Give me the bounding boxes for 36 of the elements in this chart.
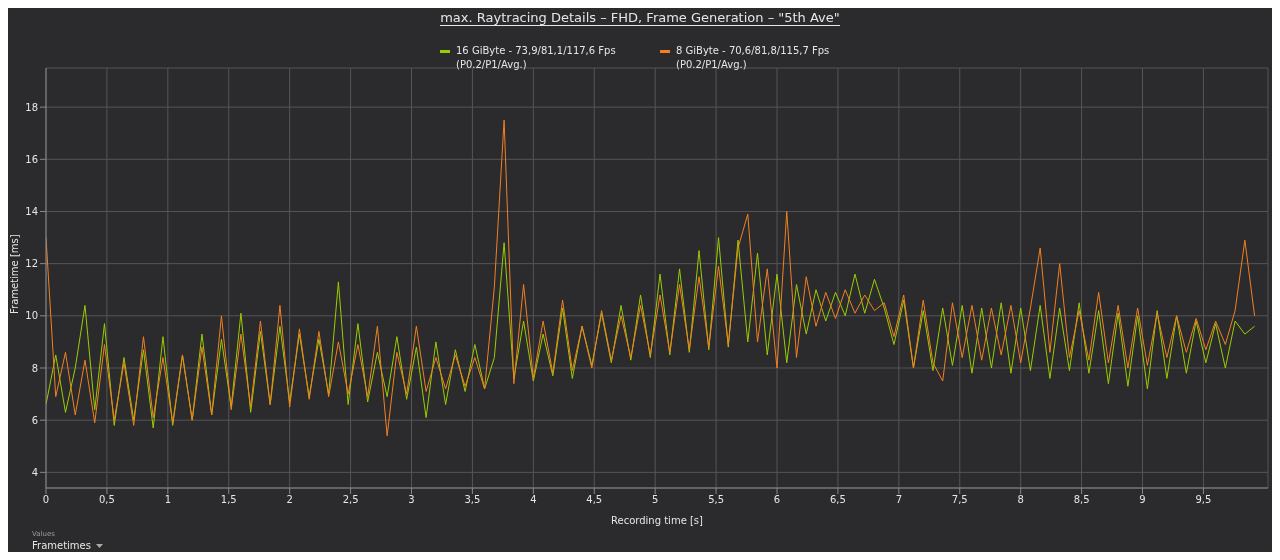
- y-tick-label: 14: [25, 206, 38, 218]
- y-tick-label: 18: [25, 101, 38, 113]
- legend-label: 16 GiByte - 73,9/81,1/117,6 Fps (P0.2/P1/Avg.): [456, 44, 617, 72]
- legend-label: 8 GiByte - 70,6/81,8/115,7 Fps (P0.2/P1/Avg.): [676, 44, 831, 72]
- x-tick-label: 8,5: [1073, 494, 1090, 506]
- y-tick-label: 10: [25, 310, 38, 322]
- x-tick-label: 7: [895, 494, 903, 506]
- text: Frametimes: [32, 540, 91, 551]
- chart-title: max. Raytracing Details – FHD, Frame Generation – "5th Ave": [440, 10, 840, 26]
- x-tick-label: 3: [408, 494, 415, 506]
- x-tick-label: 6: [773, 494, 781, 506]
- y-tick-label: 16: [25, 153, 38, 165]
- x-tick-label: 3,5: [464, 494, 481, 506]
- x-tick-label: 5,5: [708, 494, 725, 506]
- x-tick-label: 4: [530, 494, 537, 506]
- x-tick-label: 1,5: [220, 494, 237, 506]
- x-tick-label: 0,5: [98, 494, 115, 506]
- x-tick-label: 8: [1017, 494, 1024, 506]
- y-tick-label: 4: [31, 466, 38, 478]
- x-tick-label: 4,5: [586, 494, 603, 506]
- x-tick-label: 2,5: [342, 494, 359, 506]
- y-tick-label: 6: [31, 414, 38, 426]
- line-series: [46, 237, 1256, 429]
- x-tick-label: 9,5: [1195, 494, 1212, 506]
- y-tick-label: 8: [31, 362, 38, 374]
- x-axis-title: Recording time [s]: [611, 515, 704, 526]
- x-tick-label: 9: [1139, 494, 1146, 506]
- x-tick-label: 1: [164, 494, 172, 506]
- y-tick-label: 12: [25, 258, 38, 270]
- x-tick-label: 0: [42, 494, 50, 506]
- x-tick-label: 2: [286, 494, 293, 506]
- x-tick-label: 6,5: [829, 494, 846, 506]
- y-axis-title: Frametime [ms]: [8, 234, 20, 314]
- x-tick-label: 7,5: [951, 494, 968, 506]
- line-series: [46, 119, 1256, 437]
- x-tick-label: 5: [651, 494, 659, 506]
